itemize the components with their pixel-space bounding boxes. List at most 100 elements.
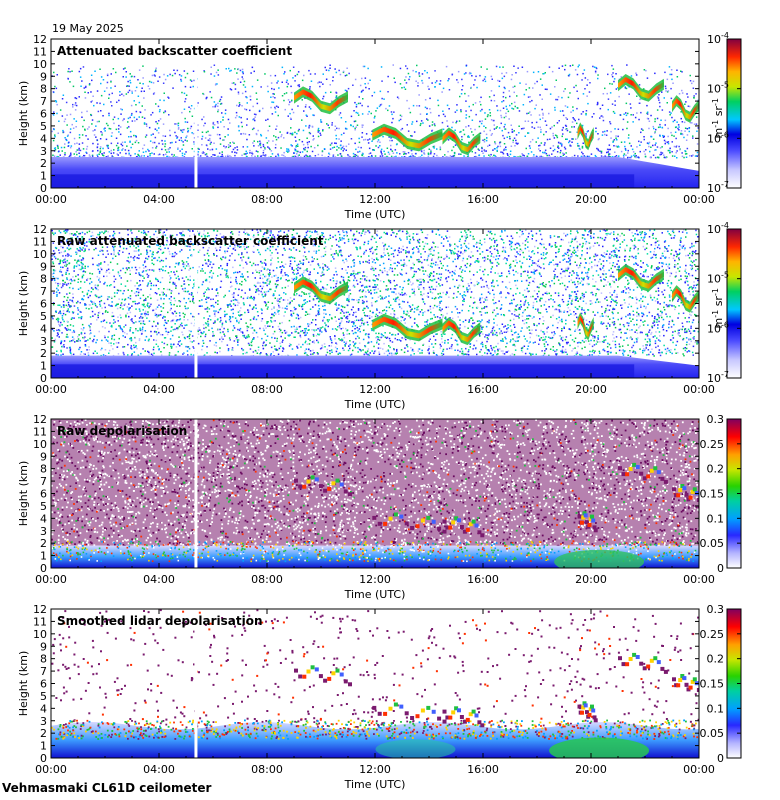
noise-dot (612, 299, 614, 301)
noise-dot (272, 245, 274, 248)
noise-dot (344, 89, 347, 92)
noise-dot (234, 83, 237, 86)
noise-dot (587, 79, 589, 81)
noise-dot (455, 245, 458, 247)
noise-dot (496, 126, 498, 128)
noise-dot (684, 275, 687, 277)
noise-dot (564, 124, 567, 127)
noise-dot (340, 133, 343, 136)
noise-dot (237, 126, 240, 128)
noise-dot (159, 245, 162, 248)
noise-dot (362, 65, 365, 68)
noise-dot (84, 271, 87, 273)
noise-dot (669, 73, 671, 76)
noise-dot (146, 285, 149, 287)
noise-dot (470, 128, 472, 130)
noise-dot (84, 332, 86, 335)
noise-dot (676, 121, 678, 123)
noise-dot (684, 153, 687, 155)
noise-dot (66, 239, 68, 241)
noise-dot (116, 307, 119, 310)
noise-dot (373, 91, 376, 94)
noise-dot (190, 240, 192, 243)
noise-dot (471, 150, 473, 153)
noise-dot (513, 314, 516, 316)
noise-dot (75, 104, 78, 107)
noise-dot (207, 318, 210, 320)
noise-dot (448, 108, 450, 110)
noise-dot (566, 138, 568, 140)
noise-dot (624, 302, 626, 304)
noise-dot (221, 151, 223, 153)
noise-dot (191, 115, 194, 117)
noise-dot (627, 149, 629, 152)
noise-dot (174, 310, 176, 313)
noise-dot (260, 352, 262, 354)
noise-dot (357, 156, 359, 158)
noise-dot (610, 130, 612, 133)
noise-dot (634, 262, 637, 264)
noise-dot (347, 349, 350, 352)
noise-dot (234, 317, 237, 319)
noise-dot (656, 156, 659, 158)
noise-dot (644, 270, 647, 273)
noise-dot (421, 73, 424, 75)
noise-dot (505, 72, 508, 74)
noise-dot (621, 304, 624, 306)
noise-dot (308, 125, 310, 128)
noise-dot (189, 279, 191, 281)
noise-dot (490, 347, 493, 349)
noise-dot (415, 71, 417, 73)
noise-dot (549, 127, 552, 130)
noise-dot (142, 147, 144, 150)
noise-dot (299, 260, 301, 263)
noise-dot (498, 80, 501, 82)
noise-dot (676, 69, 678, 71)
noise-dot (565, 235, 567, 237)
noise-dot (409, 339, 411, 341)
noise-dot (281, 265, 284, 267)
noise-dot (126, 145, 128, 147)
noise-dot (99, 281, 101, 283)
noise-dot (532, 295, 534, 298)
noise-dot (537, 126, 539, 128)
noise-dot (617, 266, 619, 268)
noise-dot (159, 229, 162, 231)
noise-dot (193, 302, 195, 304)
noise-dot (379, 155, 382, 157)
noise-dot (514, 105, 516, 108)
plot-area (51, 229, 699, 378)
noise-dot (232, 316, 234, 318)
noise-dot (119, 152, 121, 154)
noise-dot (125, 76, 127, 78)
noise-dot (417, 348, 420, 350)
cloud-layer (372, 126, 443, 149)
noise-dot (471, 75, 473, 77)
noise-dot (496, 265, 498, 267)
noise-dot (154, 75, 156, 77)
noise-dot (442, 348, 445, 351)
noise-dot (377, 146, 380, 149)
noise-dot (576, 90, 578, 92)
noise-dot (398, 262, 400, 264)
noise-dot (122, 352, 125, 354)
noise-dot (130, 114, 133, 116)
noise-dot (355, 148, 357, 151)
noise-dot (594, 301, 597, 304)
noise-dot (351, 238, 354, 240)
noise-dot (442, 128, 445, 131)
noise-dot (55, 310, 57, 313)
noise-dot (546, 252, 548, 254)
noise-dot (681, 322, 684, 324)
noise-dot (653, 229, 656, 231)
noise-dot (273, 135, 275, 137)
noise-dot (271, 101, 273, 103)
noise-dot (460, 109, 462, 111)
noise-dot (400, 273, 402, 275)
noise-dot (103, 103, 105, 106)
noise-dot (403, 153, 405, 155)
noise-dot (538, 286, 540, 289)
noise-dot (646, 344, 648, 346)
noise-dot (557, 147, 560, 149)
